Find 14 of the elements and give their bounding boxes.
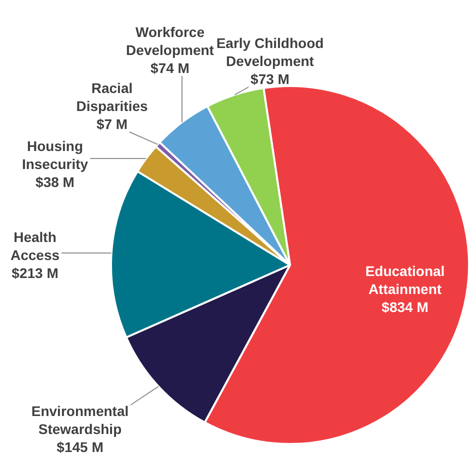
data-label: $145 M xyxy=(56,438,104,455)
slice-label: Workforce Development xyxy=(126,24,214,58)
slice-label: Early Childhood Development xyxy=(216,34,324,69)
data-label: $74 M xyxy=(150,60,190,76)
data-label: $213 M xyxy=(12,264,58,281)
slice-label: Housing Insecurity xyxy=(22,138,88,172)
slice-label: Educational Attainment xyxy=(365,262,445,297)
data-label: $834 M xyxy=(382,298,428,315)
data-label: $73 M xyxy=(250,70,290,87)
slice-label: Health Access xyxy=(10,228,60,263)
slice-label: Racial Disparities xyxy=(76,80,148,114)
data-label: $7 M xyxy=(96,116,128,132)
slice-label: Environmental Stewardship xyxy=(31,402,129,437)
data-label: $38 M xyxy=(36,174,74,190)
